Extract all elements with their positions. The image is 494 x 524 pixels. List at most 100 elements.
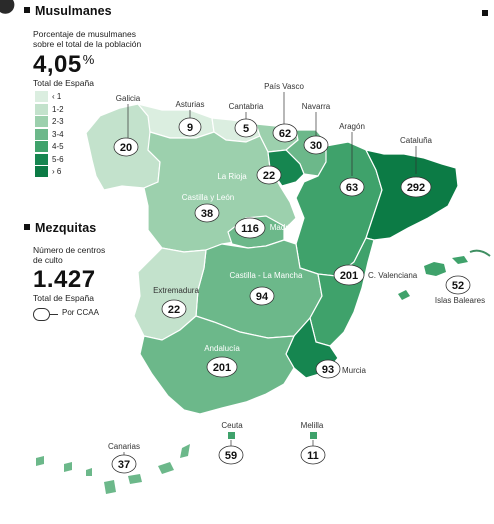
heading-square-icon [24, 7, 30, 13]
legend-swatch [35, 166, 48, 177]
badge-ceuta: 59 [218, 445, 244, 465]
label-castilla-la-mancha: Castilla - La Mancha [230, 271, 303, 280]
label-cataluna: Cataluña [400, 136, 433, 145]
mezquitas-total-label: Total de España [33, 293, 94, 303]
region-melilla [310, 432, 317, 439]
musulmanes-subtitle-line2: sobre el total de la población [33, 39, 142, 49]
label-aragon: Aragón [339, 122, 365, 131]
legend-swatch [35, 116, 48, 127]
canarias-island-7 [36, 456, 44, 466]
canarias-island-4 [104, 480, 116, 494]
musulmanes-subtitle-line1: Porcentaje de musulmanes [33, 29, 137, 39]
badge-madrid: 116 [234, 217, 266, 239]
label-ceuta: Ceuta [221, 421, 243, 430]
legend-label: 1-2 [52, 104, 64, 114]
legend-label: 5-6 [52, 154, 64, 164]
label-melilla: Melilla [301, 421, 324, 430]
badge-melilla: 11 [300, 445, 326, 465]
badge-la-rioja: 22 [256, 165, 282, 185]
region-ceuta [228, 432, 235, 439]
count-islas-baleares: 52 [452, 280, 464, 292]
legend-row: 1-2 [35, 103, 105, 117]
label-asturias: Asturias [176, 100, 205, 109]
legend-swatch [35, 153, 48, 165]
label-c-valenciana: C. Valenciana [368, 271, 418, 280]
mezquitas-total-value: 1.427 [33, 266, 96, 293]
label-galicia: Galicia [116, 94, 141, 103]
legend-row: › 6 [35, 166, 105, 179]
label-la-rioja: La Rioja [217, 172, 247, 181]
count-la-rioja: 22 [263, 170, 275, 182]
legend-label: 3-4 [52, 129, 64, 139]
badge-pais-vasco: 62 [272, 123, 298, 143]
legend-row: 5-6 [35, 153, 105, 167]
badge-navarra: 30 [303, 135, 329, 155]
musulmanes-total-value: 4,05 [33, 51, 82, 78]
musulmanes-total-label: Total de España [33, 78, 94, 88]
count-pais-vasco: 62 [279, 128, 291, 140]
badge-cantabria: 5 [234, 118, 258, 138]
mezquitas-subtitle-line2: de culto [33, 255, 63, 265]
canarias-island-5 [86, 468, 92, 476]
count-asturias: 9 [187, 122, 193, 134]
label-pais-vasco: País Vasco [264, 82, 304, 91]
label-navarra: Navarra [302, 102, 331, 111]
badge-asturias: 9 [178, 117, 202, 137]
canarias-island-3 [128, 474, 142, 484]
count-extremadura: 22 [168, 304, 180, 316]
musulmanes-heading: Musulmanes [24, 4, 112, 18]
key-dash [50, 314, 58, 315]
region-canarias [180, 444, 190, 458]
canarias-island-6 [64, 462, 72, 472]
badge-c-valenciana: 201 [333, 264, 365, 286]
badge-galicia: 20 [113, 137, 139, 157]
count-castilla-la-mancha: 94 [256, 291, 269, 303]
count-navarra: 30 [310, 140, 322, 152]
region-c-valenciana [309, 237, 375, 347]
count-c-valenciana: 201 [340, 270, 358, 282]
cropped-section-marker [482, 10, 488, 16]
ccaa-key: Por CCAA [33, 306, 123, 322]
count-madrid: 116 [241, 223, 259, 235]
count-castilla-leon: 38 [201, 208, 213, 220]
count-murcia: 93 [322, 364, 334, 376]
ccaa-key-label: Por CCAA [62, 308, 99, 317]
badge-islas-baleares: 52 [445, 275, 471, 295]
badge-sample-icon [33, 308, 50, 321]
mezquitas-subtitle: Número de centros de culto [33, 245, 105, 265]
count-andalucia: 201 [213, 362, 231, 374]
badge-castilla-la-mancha: 94 [249, 286, 275, 306]
badge-andalucia: 201 [206, 356, 238, 378]
legend-row: 3-4 [35, 128, 105, 142]
mezquitas-heading: Mezquitas [24, 221, 96, 235]
legend-row: ‹ 1 [35, 91, 105, 104]
heading-square-icon [24, 224, 30, 230]
label-canarias: Canarias [108, 442, 140, 451]
label-islas-baleares: Islas Baleares [435, 296, 485, 305]
count-aragon: 63 [346, 182, 358, 194]
count-ceuta: 59 [225, 450, 237, 462]
label-andalucia: Andalucía [204, 344, 240, 353]
legend-label: ‹ 1 [52, 92, 62, 101]
musulmanes-subtitle: Porcentaje de musulmanes sobre el total … [33, 29, 141, 49]
musulmanes-title: Musulmanes [35, 4, 112, 18]
badge-extremadura: 22 [161, 299, 187, 319]
count-canarias: 37 [118, 459, 130, 471]
label-madrid: Madrid [270, 223, 294, 232]
legend-label: 2-3 [52, 117, 64, 126]
legend-swatch [35, 91, 48, 102]
label-murcia: Murcia [342, 366, 367, 375]
cropped-logo-mark [0, 0, 15, 14]
badge-murcia: 93 [315, 359, 341, 379]
legend-label: 4-5 [52, 142, 64, 151]
badge-cataluna: 292 [400, 176, 432, 198]
sea-line [469, 249, 491, 257]
badge-aragon: 63 [339, 177, 365, 197]
legend-swatch [35, 103, 48, 115]
count-cataluna: 292 [407, 182, 425, 194]
count-galicia: 20 [120, 142, 132, 154]
count-cantabria: 5 [243, 123, 249, 135]
count-melilla: 11 [307, 450, 319, 462]
